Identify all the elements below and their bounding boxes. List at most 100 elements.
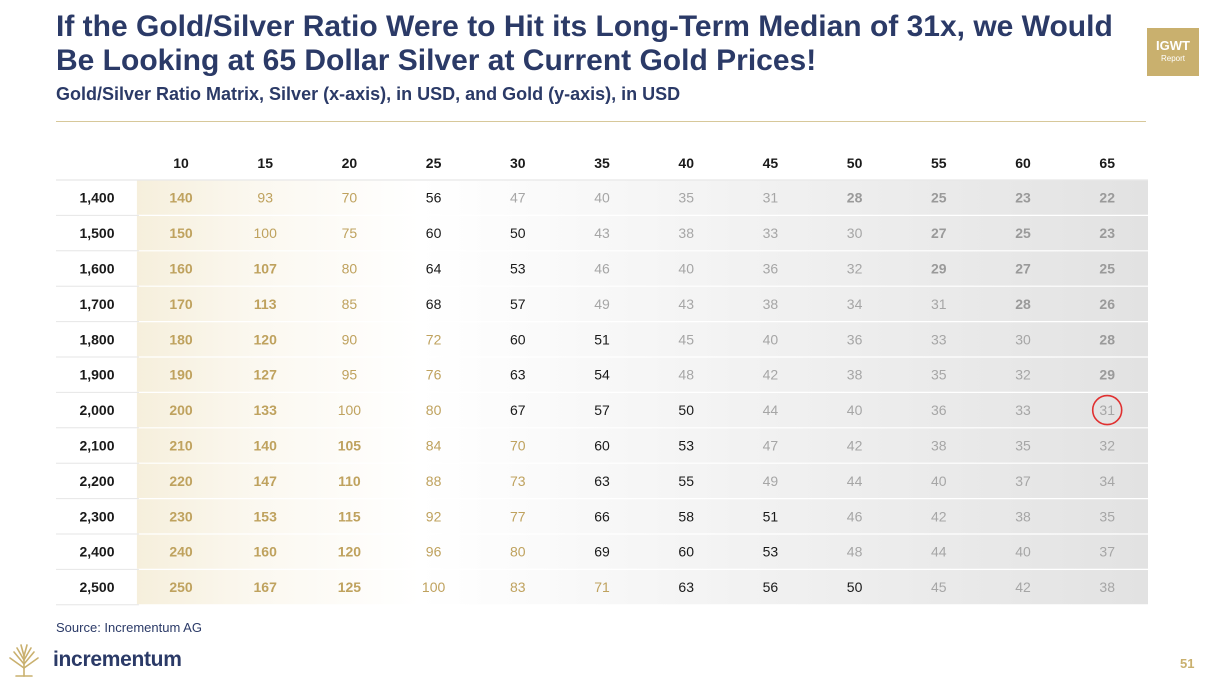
matrix-cell: 45 xyxy=(678,331,694,347)
matrix-cell: 31 xyxy=(931,296,947,312)
matrix-cell: 32 xyxy=(847,261,863,277)
row-header: 2,100 xyxy=(79,438,114,454)
matrix-cell: 37 xyxy=(1099,544,1115,560)
matrix-shading xyxy=(136,180,1148,605)
matrix-cell: 66 xyxy=(594,508,610,524)
matrix-cell: 107 xyxy=(254,261,278,277)
matrix-cell: 34 xyxy=(1099,473,1115,489)
matrix-cell: 56 xyxy=(426,190,442,206)
matrix-cell: 44 xyxy=(931,544,947,560)
matrix-cell: 125 xyxy=(338,579,362,595)
matrix-cell: 60 xyxy=(510,331,526,347)
tree-logo-icon xyxy=(9,644,39,677)
matrix-cell: 60 xyxy=(678,544,694,560)
matrix-cell: 150 xyxy=(169,225,193,241)
column-header: 20 xyxy=(342,155,358,171)
row-header: 2,300 xyxy=(79,508,114,524)
badge-subtitle: Report xyxy=(1160,54,1185,63)
matrix-cell: 57 xyxy=(594,402,610,418)
matrix-cell: 200 xyxy=(169,402,193,418)
matrix-cell: 42 xyxy=(847,438,863,454)
row-header: 1,600 xyxy=(79,261,114,277)
header-divider xyxy=(56,121,1146,122)
matrix-cell: 43 xyxy=(594,225,610,241)
igwt-report-badge: IGWT Report xyxy=(1147,28,1199,76)
matrix-cell: 30 xyxy=(1015,331,1031,347)
column-header: 60 xyxy=(1015,155,1031,171)
matrix-cell: 48 xyxy=(847,544,863,560)
matrix-cell: 115 xyxy=(338,508,361,524)
highlight-circle xyxy=(1091,394,1123,426)
matrix-cell: 38 xyxy=(763,296,779,312)
matrix-cell: 92 xyxy=(426,508,442,524)
matrix-cell: 50 xyxy=(678,402,694,418)
matrix-cell: 46 xyxy=(594,261,610,277)
matrix-cell: 54 xyxy=(594,367,610,383)
row-header: 1,800 xyxy=(79,331,114,347)
column-header: 40 xyxy=(678,155,694,171)
matrix-cell: 153 xyxy=(254,508,278,524)
matrix-cell: 63 xyxy=(510,367,526,383)
matrix-cell: 68 xyxy=(426,296,442,312)
matrix-cell: 80 xyxy=(342,261,358,277)
matrix-cell: 64 xyxy=(426,261,442,277)
page-title: If the Gold/Silver Ratio Were to Hit its… xyxy=(56,10,1113,77)
matrix-cell: 100 xyxy=(338,402,362,418)
matrix-cell: 49 xyxy=(763,473,779,489)
matrix-cell: 42 xyxy=(763,367,779,383)
matrix-cell: 35 xyxy=(678,190,694,206)
matrix-cell: 45 xyxy=(931,579,947,595)
matrix-cell: 38 xyxy=(678,225,694,241)
column-header: 30 xyxy=(510,155,526,171)
matrix-cell: 35 xyxy=(1015,438,1031,454)
matrix-cell: 35 xyxy=(1099,508,1115,524)
matrix-cell: 23 xyxy=(1015,190,1031,206)
matrix-cell: 70 xyxy=(510,438,526,454)
matrix-cell: 53 xyxy=(678,438,694,454)
row-header: 2,500 xyxy=(79,579,114,595)
matrix-cell: 40 xyxy=(931,473,947,489)
column-header: 15 xyxy=(257,155,273,171)
matrix-cell: 147 xyxy=(254,473,278,489)
matrix-cell: 75 xyxy=(342,225,358,241)
matrix-cell: 100 xyxy=(422,579,446,595)
matrix-cell: 31 xyxy=(1099,402,1115,418)
matrix-cell: 38 xyxy=(1015,508,1031,524)
matrix-cell: 27 xyxy=(931,225,947,241)
row-header: 2,200 xyxy=(79,473,114,489)
matrix-cell: 120 xyxy=(254,331,278,347)
matrix-cell: 36 xyxy=(847,331,863,347)
column-header: 10 xyxy=(173,155,189,171)
matrix-cell: 93 xyxy=(257,190,273,206)
matrix-cell: 29 xyxy=(1099,367,1115,383)
matrix-cell: 60 xyxy=(426,225,442,241)
matrix-cell: 88 xyxy=(426,473,442,489)
column-header: 55 xyxy=(931,155,947,171)
matrix-cell: 80 xyxy=(426,402,442,418)
matrix-cell: 76 xyxy=(426,367,442,383)
matrix-cell: 113 xyxy=(254,296,277,312)
column-header: 25 xyxy=(426,155,442,171)
matrix-cell: 43 xyxy=(678,296,694,312)
matrix-cell: 40 xyxy=(1015,544,1031,560)
matrix-cell: 33 xyxy=(931,331,947,347)
matrix-cell: 23 xyxy=(1099,225,1115,241)
matrix-cell: 40 xyxy=(678,261,694,277)
matrix-cell: 50 xyxy=(847,579,863,595)
matrix-cell: 38 xyxy=(847,367,863,383)
matrix-cell: 47 xyxy=(510,190,526,206)
matrix-cell: 70 xyxy=(342,190,358,206)
matrix-cell: 73 xyxy=(510,473,526,489)
matrix-cell: 250 xyxy=(169,579,193,595)
matrix-cell: 25 xyxy=(1099,261,1115,277)
matrix-cell: 58 xyxy=(678,508,694,524)
matrix-cell: 230 xyxy=(169,508,193,524)
matrix-cell: 31 xyxy=(763,190,779,206)
matrix-cell: 44 xyxy=(763,402,779,418)
matrix-cell: 35 xyxy=(931,367,947,383)
matrix-cell: 210 xyxy=(169,438,193,454)
matrix-cell: 33 xyxy=(1015,402,1031,418)
matrix-cell: 69 xyxy=(594,544,610,560)
matrix-cell: 38 xyxy=(1099,579,1115,595)
matrix-cell: 85 xyxy=(342,296,358,312)
